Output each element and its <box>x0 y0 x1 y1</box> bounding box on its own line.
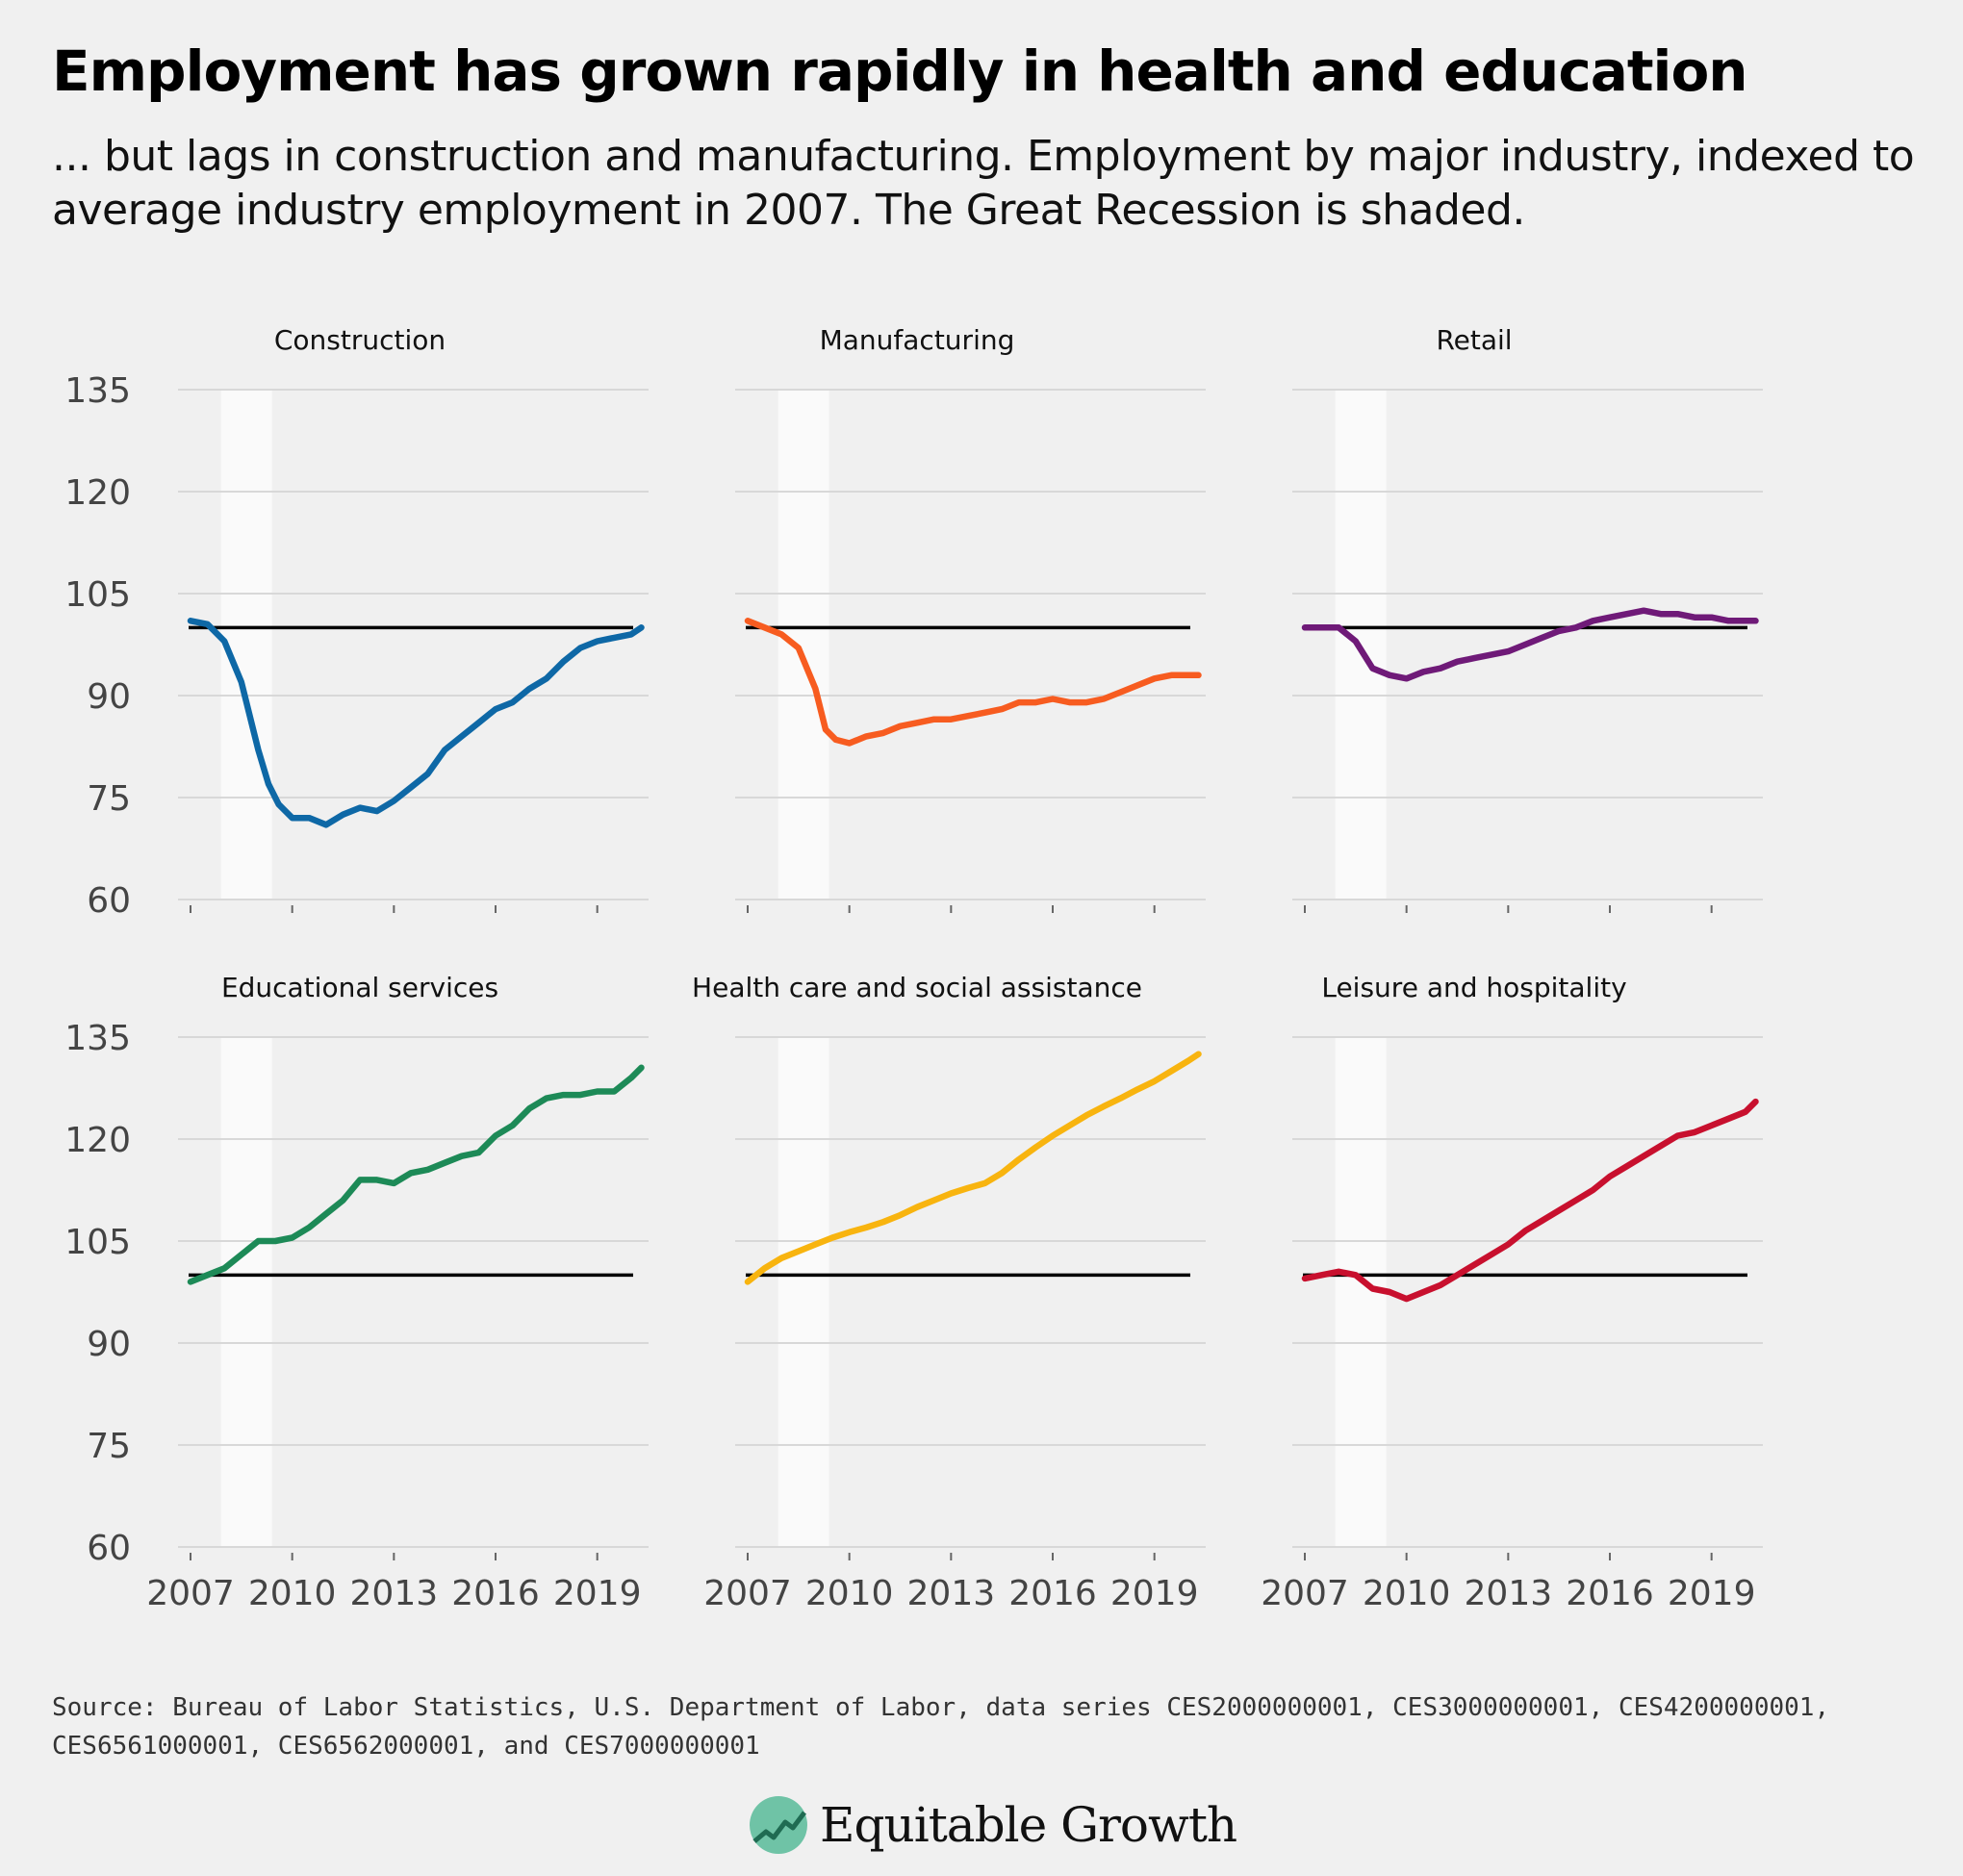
chart-subtitle: ... but lags in construction and manufac… <box>52 132 1915 235</box>
series-line <box>1301 607 1759 682</box>
y-tick-label: 60 <box>87 1529 131 1568</box>
recession-shading <box>778 390 829 900</box>
panel-title: Manufacturing <box>820 324 1015 356</box>
chart-title: Employment has grown rapidly in health a… <box>52 38 1748 104</box>
x-tick-label: 2010 <box>805 1574 894 1613</box>
y-tick-label: 75 <box>87 779 131 819</box>
x-tick-label: 2019 <box>1110 1574 1199 1613</box>
y-tick-label: 90 <box>87 1325 131 1364</box>
y-tick-label: 75 <box>87 1427 131 1466</box>
x-tick-label: 2007 <box>703 1574 792 1613</box>
logo-text: Equitable Growth <box>820 1797 1237 1853</box>
series-line <box>744 618 1202 747</box>
y-tick-label: 135 <box>64 1019 131 1058</box>
series-line <box>1301 1098 1759 1303</box>
source-note: Source: Bureau of Labor Statistics, U.S.… <box>52 1693 1830 1761</box>
logo-mark-icon <box>750 1796 807 1854</box>
panel-title: Health care and social assistance <box>692 972 1142 1003</box>
x-tick-label: 2013 <box>1465 1574 1553 1613</box>
panel-title: Construction <box>274 324 446 356</box>
x-tick-label: 2013 <box>907 1574 996 1613</box>
y-tick-label: 105 <box>64 1223 131 1262</box>
series-line <box>744 1051 1202 1285</box>
panel-title: Leisure and hospitality <box>1321 972 1626 1003</box>
series-line <box>187 1064 645 1285</box>
y-tick-label: 90 <box>87 677 131 717</box>
x-tick-label: 2016 <box>1008 1574 1097 1613</box>
small-multiples-chart: Construction 60 75 90 105 120 135 Manufacturing… <box>64 324 1763 1613</box>
x-tick-label: 2016 <box>1566 1574 1654 1613</box>
y-tick-label: 120 <box>64 473 131 513</box>
panel-title: Educational services <box>221 972 498 1003</box>
recession-shading <box>778 1037 829 1547</box>
x-tick-label: 2010 <box>1363 1574 1451 1613</box>
series-line <box>187 618 645 828</box>
x-tick-label: 2016 <box>451 1574 540 1613</box>
x-tick-label: 2019 <box>553 1574 642 1613</box>
y-tick-label: 60 <box>87 881 131 921</box>
x-tick-label: 2010 <box>248 1574 337 1613</box>
recession-shading <box>220 1037 272 1547</box>
recession-shading <box>220 390 272 900</box>
panel-title: Retail <box>1436 324 1512 356</box>
y-tick-label: 135 <box>64 371 131 411</box>
x-tick-label: 2013 <box>350 1574 439 1613</box>
y-tick-label: 105 <box>64 575 131 615</box>
y-tick-label: 120 <box>64 1121 131 1160</box>
x-tick-label: 2007 <box>146 1574 235 1613</box>
x-tick-label: 2019 <box>1668 1574 1756 1613</box>
equitable-growth-logo: Equitable Growth <box>749 1791 1237 1859</box>
x-tick-label: 2007 <box>1261 1574 1349 1613</box>
